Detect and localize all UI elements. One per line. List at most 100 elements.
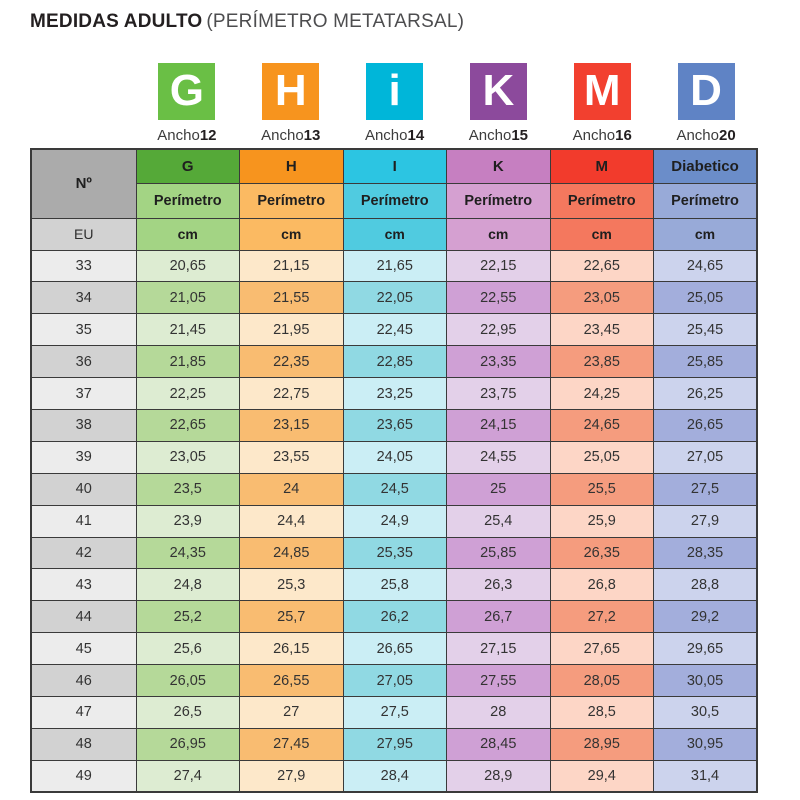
value-cell-D: 25,45: [653, 313, 758, 347]
value-cell-D: 30,5: [653, 695, 758, 729]
ancho-value: 13: [303, 127, 321, 144]
value-cell-K: 27,55: [446, 664, 551, 697]
value-cell-K: 28,45: [446, 727, 551, 761]
ancho-value: 20: [718, 127, 736, 144]
value-cell-I: 24,05: [342, 440, 447, 474]
col-header-H: H: [239, 148, 344, 184]
value-cell-I: 22,85: [342, 345, 447, 379]
value-cell-K: 23,75: [446, 377, 551, 410]
value-cell-G: 22,25: [135, 377, 240, 410]
value-cell-G: 24,8: [135, 568, 240, 602]
size-cell: 40: [30, 472, 137, 506]
value-cell-K: 27,15: [446, 632, 551, 666]
ancho-value: 12: [199, 127, 217, 144]
badge-cell-M: M Ancho16: [550, 63, 654, 144]
value-cell-G: 27,4: [135, 759, 240, 793]
table-row-36: 36 21,85 22,35 22,85 23,35 23,85 25,85: [30, 345, 758, 379]
ancho-text: Ancho: [157, 127, 200, 144]
col-header-G: G: [135, 148, 240, 184]
value-cell-H: 22,35: [239, 345, 344, 379]
value-cell-D: 27,5: [653, 472, 758, 506]
value-cell-K: 22,55: [446, 281, 551, 315]
value-cell-I: 26,2: [342, 600, 447, 634]
table-row-38: 38 22,65 23,15 23,65 24,15 24,65 26,65: [30, 408, 758, 442]
table-row-46: 46 26,05 26,55 27,05 27,55 28,05 30,05: [30, 664, 758, 697]
value-cell-G: 21,45: [135, 313, 240, 347]
value-cell-I: 22,45: [342, 313, 447, 347]
col-header-I: I: [342, 148, 447, 184]
perimetro-header-G: Perímetro: [135, 182, 240, 219]
value-cell-M: 23,45: [549, 313, 654, 347]
size-cell: 36: [30, 345, 137, 379]
value-cell-K: 28: [446, 695, 551, 729]
value-cell-G: 23,9: [135, 504, 240, 538]
table-row-40: 40 23,5 24 24,5 25 25,5 27,5: [30, 472, 758, 506]
table-row-35: 35 21,45 21,95 22,45 22,95 23,45 25,45: [30, 313, 758, 347]
value-cell-H: 23,15: [239, 408, 344, 442]
ancho-value: 15: [511, 127, 529, 144]
badge-letter-I: i: [366, 63, 424, 120]
size-cell: 41: [30, 504, 137, 538]
col-header-D: Diabetico: [653, 148, 758, 184]
size-table: Nº G H I K M Diabetico Perímetro Perímetro Períme…: [30, 148, 758, 794]
table-row-37: 37 22,25 22,75 23,25 23,75 24,25 26,25: [30, 377, 758, 410]
table-row-42: 42 24,35 24,85 25,35 25,85 26,35 28,35: [30, 536, 758, 570]
value-cell-G: 21,05: [135, 281, 240, 315]
value-cell-I: 27,5: [342, 695, 447, 729]
value-cell-D: 25,85: [653, 345, 758, 379]
cm-header-I: cm: [342, 217, 447, 251]
size-cell: 37: [30, 377, 137, 410]
table-row-39: 39 23,05 23,55 24,05 24,55 25,05 27,05: [30, 440, 758, 474]
ancho-text: Ancho: [261, 127, 304, 144]
badge-cell-K: K Ancho15: [446, 63, 550, 144]
table-row-41: 41 23,9 24,4 24,9 25,4 25,9 27,9: [30, 504, 758, 538]
ancho-text: Ancho: [468, 127, 512, 144]
ancho-text: Ancho: [676, 127, 719, 144]
value-cell-H: 24: [239, 472, 344, 506]
value-cell-I: 23,65: [342, 408, 447, 442]
value-cell-D: 28,8: [653, 568, 758, 602]
value-cell-I: 25,35: [342, 536, 447, 570]
value-cell-H: 26,15: [239, 632, 344, 666]
value-cell-D: 26,65: [653, 408, 758, 442]
value-cell-K: 24,15: [446, 408, 551, 442]
size-cell: 47: [30, 695, 137, 729]
ancho-text: Ancho: [572, 127, 616, 144]
value-cell-M: 22,65: [549, 249, 654, 283]
ancho-value: 14: [407, 127, 425, 144]
value-cell-G: 26,5: [135, 695, 240, 729]
perimetro-header-H: Perímetro: [239, 182, 344, 219]
size-cell: 39: [30, 440, 137, 474]
value-cell-D: 27,05: [653, 440, 758, 474]
perimetro-header-D: Perímetro: [653, 182, 758, 219]
value-cell-I: 22,05: [342, 281, 447, 315]
cm-header-G: cm: [135, 217, 240, 251]
value-cell-I: 27,05: [342, 664, 447, 697]
value-cell-K: 25,4: [446, 504, 551, 538]
col-header-M: M: [549, 148, 654, 184]
value-cell-K: 24,55: [446, 440, 551, 474]
cm-header-H: cm: [239, 217, 344, 251]
value-cell-H: 25,7: [239, 600, 344, 634]
value-cell-M: 28,5: [549, 695, 654, 729]
value-cell-M: 26,35: [549, 536, 654, 570]
value-cell-H: 23,55: [239, 440, 344, 474]
value-cell-H: 21,55: [239, 281, 344, 315]
table-row-33: 33 20,65 21,15 21,65 22,15 22,65 24,65: [30, 249, 758, 283]
perimetro-header-M: Perímetro: [549, 182, 654, 219]
value-cell-H: 24,85: [239, 536, 344, 570]
size-cell: 45: [30, 632, 137, 666]
size-cell: 34: [30, 281, 137, 315]
value-cell-K: 25: [446, 472, 551, 506]
ancho-label-M: Ancho16: [573, 127, 632, 144]
value-cell-M: 27,2: [549, 600, 654, 634]
table-row-34: 34 21,05 21,55 22,05 22,55 23,05 25,05: [30, 281, 758, 315]
title-regular: (PERÍMETRO METATARSAL): [206, 11, 465, 32]
cm-header-M: cm: [549, 217, 654, 251]
col-header-K: K: [446, 148, 551, 184]
value-cell-D: 29,65: [653, 632, 758, 666]
badges-row: G Ancho12 H Ancho13 i Ancho14 K Ancho15 M Ancho16…: [30, 63, 758, 144]
value-cell-I: 23,25: [342, 377, 447, 410]
value-cell-H: 26,55: [239, 664, 344, 697]
